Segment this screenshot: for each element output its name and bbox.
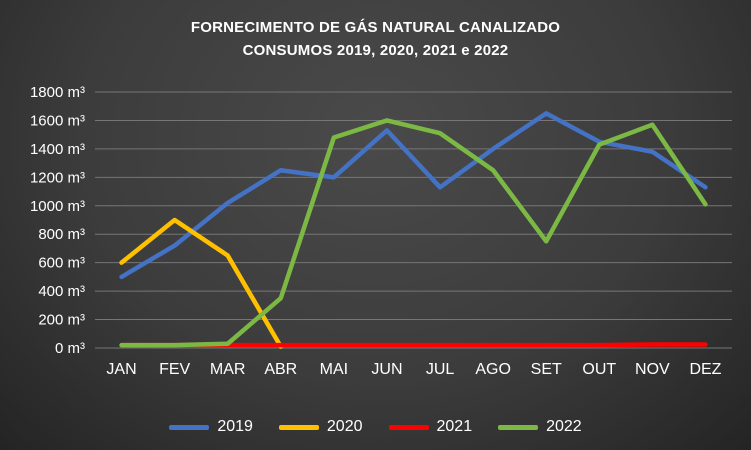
legend-label-2020: 2020 <box>326 418 363 435</box>
legend-label-2021: 2021 <box>436 418 473 435</box>
series-line-2022 <box>119 118 708 348</box>
legend-swatch-2019 <box>169 424 210 430</box>
legend-item-2019: 2019 <box>169 418 253 436</box>
y-tick-label: 1800 m³ <box>30 84 85 101</box>
legend-swatch-2021 <box>388 424 429 430</box>
x-tick-label: MAI <box>320 361 348 378</box>
x-tick-label: AGO <box>475 361 511 378</box>
x-tick-label: FEV <box>159 361 190 378</box>
y-tick-label: 0 m³ <box>55 340 85 357</box>
x-tick-label: NOV <box>635 361 670 378</box>
series-line-2020 <box>119 217 284 349</box>
legend-label-2022: 2022 <box>546 418 582 435</box>
y-tick-label: 600 m³ <box>38 255 85 272</box>
legend-item-2021: 2021 <box>388 418 473 436</box>
x-tick-label: JUL <box>426 361 455 378</box>
y-tick-label: 1600 m³ <box>30 112 85 129</box>
legend-item-2022: 2022 <box>498 418 582 436</box>
legend-swatch-2020 <box>278 424 319 430</box>
y-tick-label: 400 m³ <box>38 283 85 300</box>
legend-label-2019: 2019 <box>217 418 253 435</box>
y-tick-label: 200 m³ <box>38 312 85 329</box>
chart-title-line1: FORNECIMENTO DE GÁS NATURAL CANALIZADO <box>190 19 561 36</box>
chart-title: FORNECIMENTO DE GÁS NATURAL CANALIZADO C… <box>0 16 751 63</box>
x-tick-label: ABR <box>264 361 297 378</box>
x-tick-label: JUN <box>371 361 402 378</box>
y-tick-label: 1000 m³ <box>30 198 85 215</box>
legend-item-2020: 2020 <box>278 418 363 436</box>
legend-swatch-2022 <box>498 424 539 430</box>
chart-legend: 2019 2020 2021 2022 <box>0 418 751 436</box>
x-tick-label: OUT <box>582 361 616 378</box>
chart-title-line2: CONSUMOS 2019, 2020, 2021 e 2022 <box>242 42 509 60</box>
x-tick-label: SET <box>531 361 562 378</box>
y-tick-label: 1400 m³ <box>30 141 85 158</box>
x-tick-label: DEZ <box>689 361 721 378</box>
y-tick-label: 1200 m³ <box>30 169 85 186</box>
y-tick-label: 800 m³ <box>38 226 85 243</box>
x-tick-label: JAN <box>106 361 136 378</box>
x-tick-label: MAR <box>210 361 246 378</box>
